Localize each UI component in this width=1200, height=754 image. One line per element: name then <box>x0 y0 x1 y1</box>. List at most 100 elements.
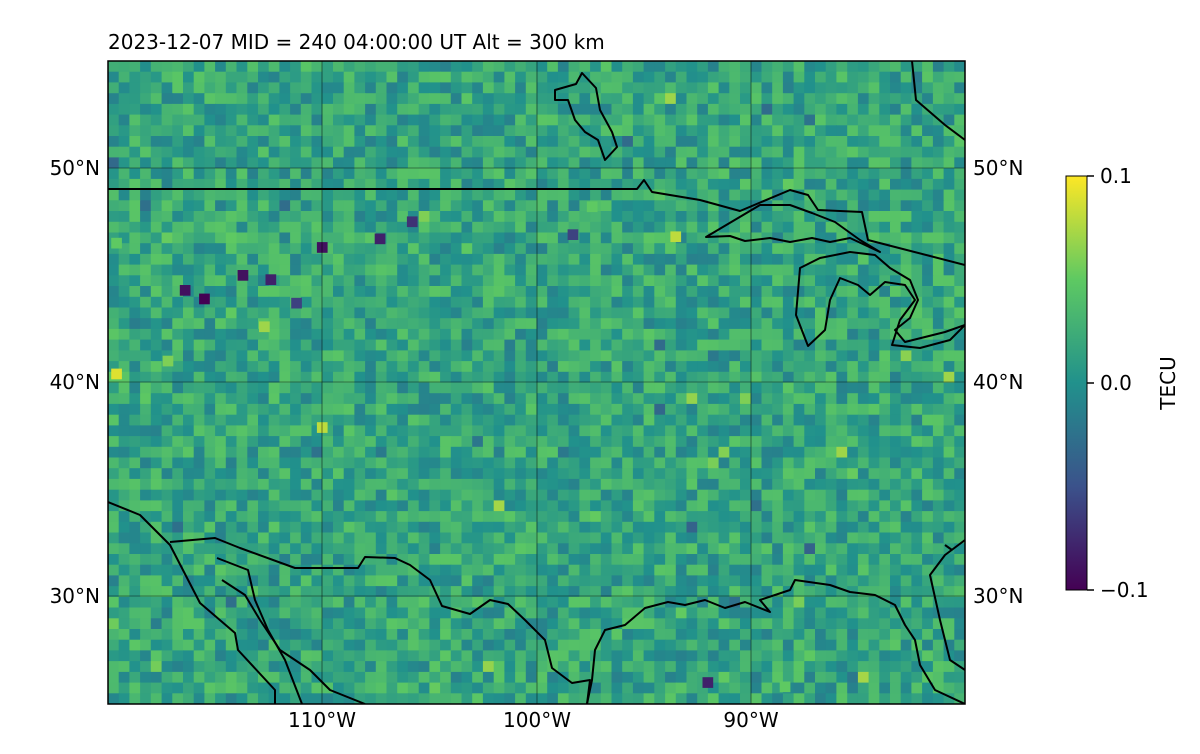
tec-cell <box>943 639 955 651</box>
tec-cell <box>568 403 580 416</box>
tec-cell <box>847 596 859 609</box>
tec-cell <box>504 489 516 501</box>
tec-cell <box>557 71 570 83</box>
tec-cell <box>150 211 163 223</box>
tec-cell <box>225 264 238 276</box>
lon-label-100w: 100°W <box>503 708 571 732</box>
tec-cell <box>600 489 613 501</box>
tec-cell <box>450 61 463 73</box>
tec-cell <box>675 211 688 223</box>
tec-cell <box>729 403 741 416</box>
tec-cell <box>536 328 548 341</box>
tec-cell <box>172 275 184 287</box>
tec-cell <box>386 82 398 94</box>
tec-cell <box>793 157 805 169</box>
tec-cell <box>922 446 934 459</box>
tec-cell <box>943 318 955 330</box>
tec-cell <box>600 682 613 694</box>
tec-cell <box>161 693 173 704</box>
tec-cell <box>236 478 248 491</box>
tec-cell <box>793 446 805 459</box>
tec-cell <box>761 93 773 105</box>
tec-cell <box>525 339 538 351</box>
tec-cell <box>900 318 912 330</box>
tec-cell <box>333 253 345 266</box>
tec-cell <box>407 478 420 491</box>
tec-cell <box>632 275 645 287</box>
tec-cell <box>675 350 688 362</box>
tec-cell <box>311 189 323 201</box>
tec-cell <box>954 264 965 276</box>
tec-cell <box>632 436 645 448</box>
tec-cell <box>493 232 505 244</box>
tec-cell <box>600 414 613 426</box>
tec-cell <box>193 253 205 266</box>
tec-cell <box>686 296 698 309</box>
tec-cell <box>707 243 720 255</box>
tec-cell <box>761 114 773 126</box>
tec-cell <box>429 157 441 169</box>
tec-cell <box>750 489 763 501</box>
tec-cell <box>793 307 805 319</box>
tec-cell <box>954 564 965 576</box>
tec-cell <box>354 393 366 405</box>
tec-cell <box>686 189 698 201</box>
tec-cell <box>782 114 795 126</box>
tec-cell <box>568 478 580 491</box>
tec-cell <box>172 93 184 105</box>
tec-cell <box>815 253 827 266</box>
tec-cell <box>129 93 141 105</box>
tec-cell <box>932 168 945 180</box>
tec-cell <box>172 232 184 244</box>
tec-cell <box>707 468 720 480</box>
tec-cell <box>643 243 655 255</box>
tec-cell <box>172 382 184 394</box>
tec-cell <box>590 318 602 330</box>
tec-cell <box>675 511 688 523</box>
tec-cell <box>825 436 837 448</box>
tec-cell <box>590 243 602 255</box>
tec-cell <box>343 211 355 223</box>
tec-cell <box>322 61 334 73</box>
tec-cell <box>665 586 677 598</box>
tec-cell <box>515 457 527 469</box>
tec-cell <box>375 200 388 212</box>
tec-cell <box>557 211 570 223</box>
tec-cell <box>900 639 912 651</box>
tec-cell <box>729 361 741 373</box>
tec-cell <box>300 221 313 234</box>
tec-cell <box>697 650 709 662</box>
tec-cell <box>118 682 130 694</box>
tec-cell <box>761 682 773 694</box>
tec-depletion-cell <box>265 274 277 285</box>
tec-cell <box>686 650 698 662</box>
tec-cell <box>622 328 634 341</box>
tec-cell <box>193 403 205 416</box>
tec-cell <box>429 564 441 576</box>
tec-cell <box>268 189 280 201</box>
tec-cell <box>525 71 538 83</box>
tec-cell <box>397 328 409 341</box>
tec-cell <box>397 168 409 180</box>
tec-cell <box>268 125 280 137</box>
tec-cell <box>536 489 548 501</box>
tec-cell <box>322 425 334 437</box>
tec-cell <box>547 328 559 341</box>
tec-cell <box>279 178 291 191</box>
tec-cell <box>836 71 848 83</box>
tec-cell <box>932 286 945 298</box>
tec-cell <box>493 361 505 373</box>
tec-cell <box>150 361 163 373</box>
tec-cell <box>868 350 880 362</box>
tec-cell <box>129 500 141 512</box>
tec-cell <box>932 586 945 598</box>
tec-cell <box>354 489 366 501</box>
tec-cell <box>536 93 548 105</box>
tec-cell <box>879 178 891 191</box>
tec-cell <box>247 650 259 662</box>
tec-cell <box>504 671 516 684</box>
tec-cell <box>333 232 345 244</box>
tec-cell <box>236 232 248 244</box>
tec-cell <box>750 211 763 223</box>
tec-cell <box>322 264 334 276</box>
